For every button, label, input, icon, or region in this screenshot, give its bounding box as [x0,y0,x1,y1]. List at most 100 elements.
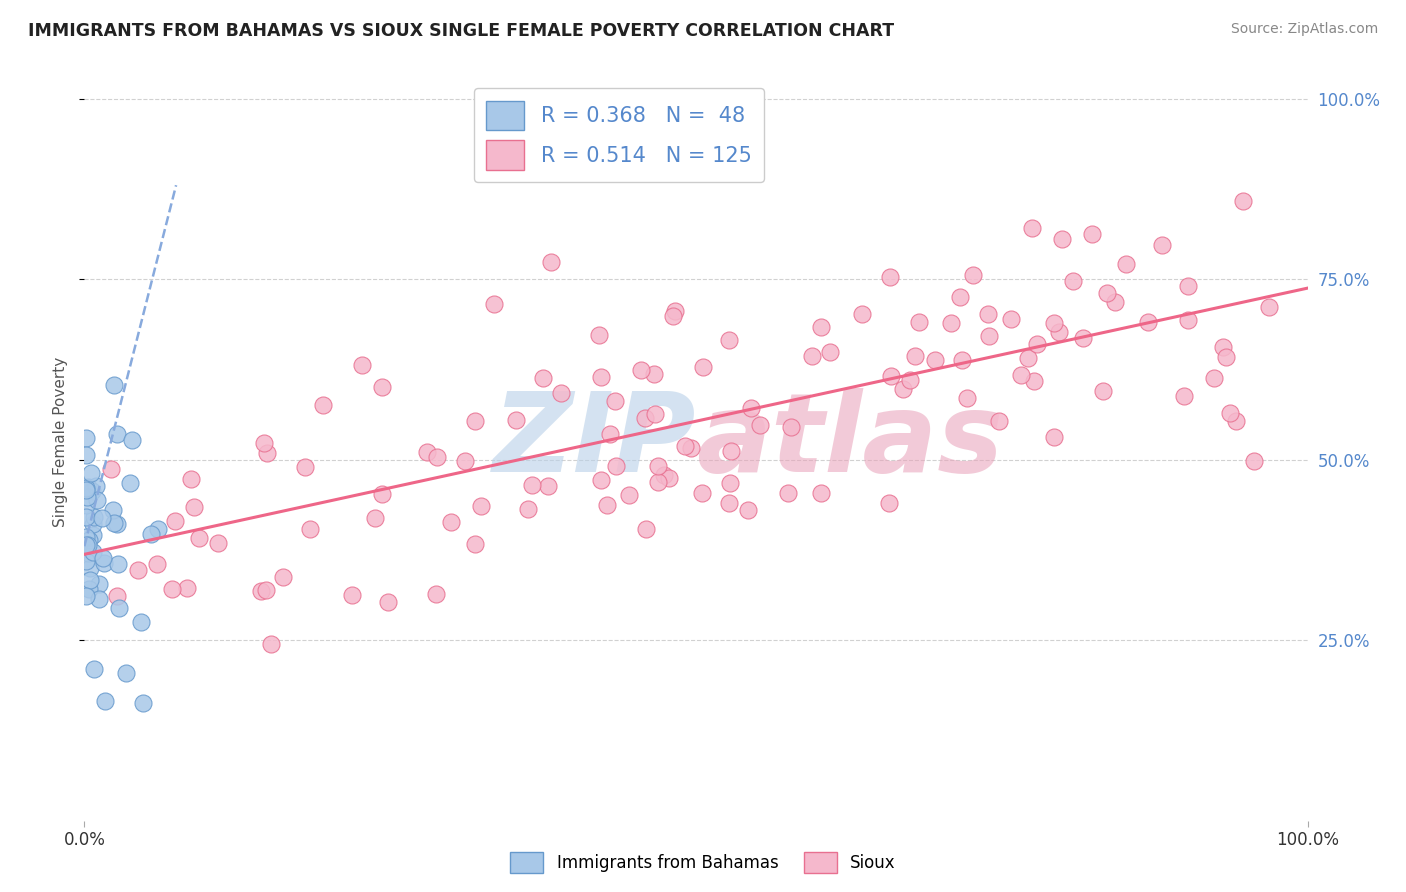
Point [83,510,105,524]
Point [1010,368,1032,383]
Point [426,450,449,464]
Point [146,557,169,571]
Point [1062,274,1084,288]
Point [540,255,562,269]
Point [740,401,762,415]
Text: atlas: atlas [696,388,1004,495]
Point [440,516,463,530]
Point [464,414,486,428]
Point [83,662,105,676]
Point [79,573,101,587]
Point [718,496,741,510]
Point [810,486,832,500]
Point [505,413,527,427]
Point [1104,294,1126,309]
Point [550,386,572,401]
Point [131,696,153,710]
Point [924,352,946,367]
Point [1097,285,1119,300]
Point [1136,314,1159,328]
Point [636,522,658,536]
Point [127,564,149,578]
Point [75,589,97,603]
Point [800,349,823,363]
Point [1177,279,1199,293]
Point [1202,371,1225,385]
Point [75,530,97,544]
Text: Source: ZipAtlas.com: Source: ZipAtlas.com [1230,22,1378,37]
Point [1081,227,1104,241]
Point [690,486,713,500]
Point [1212,340,1234,354]
Point [298,522,321,536]
Point [146,522,169,536]
Point [121,433,143,447]
Point [516,502,538,516]
Point [673,439,696,453]
Y-axis label: Single Female Poverty: Single Female Poverty [53,357,69,526]
Point [76,490,98,504]
Point [350,358,373,372]
Point [1092,384,1115,398]
Point [139,527,162,541]
Point [77,480,100,494]
Point [531,370,554,384]
Point [1047,325,1070,339]
Point [80,466,103,480]
Point [1258,300,1281,314]
Point [591,473,613,487]
Point [176,581,198,595]
Point [950,353,973,368]
Point [312,399,335,413]
Point [634,411,657,425]
Point [93,556,115,570]
Point [1150,237,1173,252]
Point [1232,194,1254,209]
Point [103,516,125,531]
Point [105,516,128,531]
Point [1219,406,1241,420]
Point [163,514,186,528]
Point [851,307,873,321]
Point [82,517,104,532]
Point [160,582,183,597]
Point [416,444,439,458]
Point [643,368,665,382]
Point [94,694,117,708]
Point [939,316,962,330]
Point [103,377,125,392]
Point [908,315,931,329]
Point [1173,388,1195,402]
Point [737,503,759,517]
Point [780,419,803,434]
Point [1243,454,1265,468]
Point [253,436,276,450]
Point [75,481,97,495]
Point [129,615,152,630]
Point [904,349,927,363]
Point [103,502,125,516]
Point [100,461,122,475]
Point [91,551,114,566]
Point [605,458,627,473]
Point [107,601,129,615]
Point [537,478,560,492]
Point [962,268,984,282]
Point [254,582,277,597]
Point [1043,316,1066,330]
Point [425,587,447,601]
Point [591,370,613,384]
Point [588,327,610,342]
Point [75,448,97,462]
Point [294,460,316,475]
Point [82,545,104,559]
Point [75,510,97,524]
Point [79,561,101,575]
Point [617,488,640,502]
Point [603,394,626,409]
Point [115,666,138,681]
Point [596,498,619,512]
Point [377,595,399,609]
Point [82,528,104,542]
Point [662,309,685,323]
